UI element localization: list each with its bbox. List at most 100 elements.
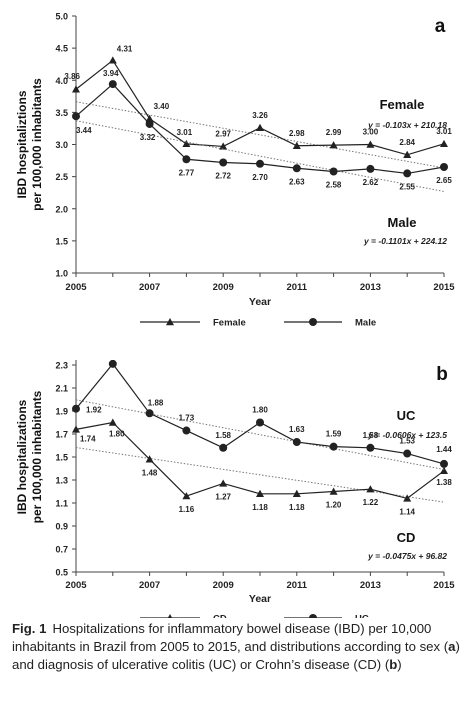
panel-letter: a xyxy=(435,16,446,37)
data-label: 2.62 xyxy=(363,178,379,187)
data-label: 2.72 xyxy=(215,171,231,180)
y-tick-label: 1.5 xyxy=(55,236,68,246)
data-point xyxy=(366,140,375,148)
legend-marker-circle xyxy=(309,318,317,326)
x-tick-label: 2005 xyxy=(65,282,87,293)
data-point xyxy=(145,119,154,128)
data-label: 2.70 xyxy=(252,173,268,182)
data-label: 1.16 xyxy=(179,505,195,514)
data-label: 1.80 xyxy=(109,430,125,439)
data-label: 2.65 xyxy=(436,176,452,185)
data-point xyxy=(292,489,301,497)
data-point xyxy=(329,167,338,176)
data-point xyxy=(182,426,191,435)
x-tick-label: 2005 xyxy=(65,580,87,591)
y-tick-label: 3.5 xyxy=(55,108,68,118)
y-tick-label: 2.0 xyxy=(55,204,68,214)
data-label: 3.01 xyxy=(177,128,193,137)
caption-text-2: ) and diagnosis of ulcerative colitis (U… xyxy=(12,639,460,672)
data-point xyxy=(403,449,412,458)
trend-series-name: Female xyxy=(380,97,425,112)
x-tick-label: 2013 xyxy=(360,282,381,293)
caption-bold-b: b xyxy=(389,657,398,672)
trend-series-name: UC xyxy=(397,408,416,423)
data-point xyxy=(403,494,412,502)
data-label: 1.92 xyxy=(86,406,102,415)
x-tick-label: 2007 xyxy=(139,282,160,293)
data-label: 4.31 xyxy=(117,44,133,53)
trend-equation: y = -0.1101x + 224.12 xyxy=(363,236,447,246)
caption-text-1: Hospitalizations for inflammatory bowel … xyxy=(12,621,449,654)
x-tick-label: 2013 xyxy=(360,580,381,591)
data-point xyxy=(440,162,448,171)
data-label: 3.26 xyxy=(252,111,268,120)
data-label: 1.20 xyxy=(326,501,342,510)
y-tick-label: 1.7 xyxy=(55,430,68,440)
data-point xyxy=(329,141,338,149)
data-point xyxy=(329,442,338,451)
y-tick-label: 1.3 xyxy=(55,476,68,486)
y-tick-label: 1.9 xyxy=(55,407,68,417)
x-tick-label: 2009 xyxy=(213,282,234,293)
x-tick-label: 2015 xyxy=(433,282,455,293)
data-point xyxy=(145,114,154,122)
trend-series-name: Male xyxy=(388,215,417,230)
data-label: 2.63 xyxy=(289,177,305,186)
data-label: 2.98 xyxy=(289,129,305,138)
data-point xyxy=(403,150,412,158)
y-tick-label: 4.0 xyxy=(55,76,68,86)
legend-marker-circle xyxy=(309,614,317,618)
y-axis-label: IBD hospitaliztionsper 100,000 inhabitan… xyxy=(15,78,44,211)
data-label: 3.86 xyxy=(64,72,80,81)
data-point xyxy=(256,159,264,168)
data-label: 1.18 xyxy=(252,503,268,512)
x-axis-label: Year xyxy=(249,296,271,308)
data-point xyxy=(72,425,80,433)
data-point xyxy=(108,80,117,89)
legend-label: UC xyxy=(355,614,369,619)
trendline-cd xyxy=(75,447,445,503)
data-point xyxy=(366,485,375,493)
y-tick-label: 2.3 xyxy=(55,361,68,371)
data-point xyxy=(366,443,375,452)
data-point xyxy=(440,466,448,474)
data-point xyxy=(72,85,80,93)
data-point xyxy=(108,56,117,64)
data-label: 3.44 xyxy=(76,126,92,135)
trend-equation: y = -0.0606x + 123.5 xyxy=(367,430,447,440)
data-point xyxy=(108,418,117,426)
data-label: 1.74 xyxy=(80,434,96,443)
data-point xyxy=(219,479,228,487)
data-label: 1.88 xyxy=(148,398,164,407)
data-point xyxy=(403,169,412,178)
data-point xyxy=(108,360,117,368)
data-point xyxy=(256,418,264,427)
y-tick-label: 1.5 xyxy=(55,453,68,463)
data-label: 1.80 xyxy=(252,406,268,415)
plot-area: 0.50.70.91.11.31.51.71.92.12.32.52005200… xyxy=(55,360,455,591)
data-point xyxy=(292,141,301,149)
data-label: 1.48 xyxy=(142,468,158,477)
data-label: 3.00 xyxy=(363,128,379,137)
x-axis-label: Year xyxy=(249,593,271,605)
series-female: 3.86 4.31 3.40 3.01 2.97 3.26 2.98 2.99 3.00 2.84… xyxy=(64,44,452,169)
panel-letter: b xyxy=(436,364,448,385)
legend: CD UC xyxy=(140,614,369,619)
y-axis-label: IBD hospitalizationsper 100,000 inhabita… xyxy=(15,390,44,523)
data-label: 1.58 xyxy=(363,431,379,440)
trendline-female xyxy=(75,101,445,169)
data-label: 1.53 xyxy=(399,437,415,446)
trend-equation: y = -0.103x + 210.18 xyxy=(367,120,447,130)
data-point xyxy=(72,112,80,121)
data-point xyxy=(145,409,154,418)
data-label: 2.77 xyxy=(179,168,195,177)
series-uc: 1.922.311.881.731.581.801.631.591.581.53… xyxy=(72,360,452,471)
data-label: 2.84 xyxy=(399,138,415,147)
caption-bold-a: a xyxy=(448,639,456,654)
data-point xyxy=(145,455,154,463)
y-tick-label: 2.1 xyxy=(55,384,68,394)
data-label: 3.40 xyxy=(154,102,170,111)
data-point xyxy=(219,142,228,150)
data-label: 1.14 xyxy=(399,507,415,516)
caption-text-3: ) xyxy=(397,657,402,672)
